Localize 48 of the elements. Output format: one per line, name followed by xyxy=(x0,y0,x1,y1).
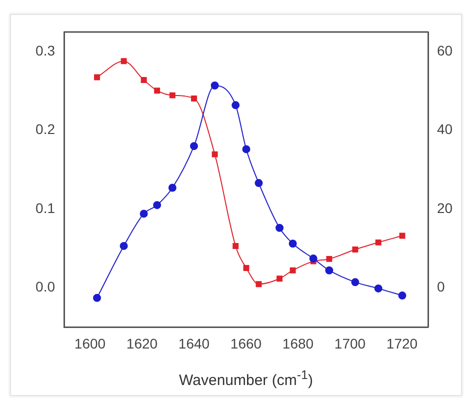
point xyxy=(309,254,318,263)
x-tick-label: 1640 xyxy=(178,335,210,352)
point xyxy=(140,210,148,218)
point xyxy=(120,58,127,64)
x-tick-label: 1680 xyxy=(282,335,314,352)
point xyxy=(210,81,219,90)
y2-tick-label: 0 xyxy=(437,278,445,295)
point xyxy=(276,224,284,232)
point xyxy=(212,151,218,158)
point xyxy=(232,101,240,110)
point xyxy=(256,281,262,288)
y-tick-label: 0.0 xyxy=(36,278,56,295)
point xyxy=(120,242,128,250)
point xyxy=(374,284,382,292)
point xyxy=(243,265,250,271)
point xyxy=(326,256,332,262)
x-tick-label: 1620 xyxy=(126,335,158,352)
x-tick-label: 1720 xyxy=(386,335,418,352)
y-tick-label: 0.2 xyxy=(36,121,56,138)
point xyxy=(351,278,360,286)
point xyxy=(94,74,100,80)
point xyxy=(190,142,198,150)
x-tick-label: 1660 xyxy=(230,335,262,352)
y-tick-label: 0.1 xyxy=(36,200,56,216)
y-tick-label: 0.3 xyxy=(36,42,56,59)
x-tick-label: 1700 xyxy=(334,335,366,352)
point xyxy=(375,239,382,246)
point xyxy=(93,294,102,302)
point xyxy=(169,92,176,98)
point xyxy=(140,77,147,83)
y2-tick-label: 20 xyxy=(437,200,453,216)
point xyxy=(290,267,296,274)
point xyxy=(352,246,358,252)
y2-tick-label: 40 xyxy=(437,121,453,138)
point xyxy=(232,243,239,249)
point xyxy=(153,201,162,210)
point xyxy=(276,276,283,282)
point xyxy=(242,145,250,154)
point xyxy=(398,292,406,300)
point xyxy=(191,96,197,102)
x-tick-label: 1600 xyxy=(74,335,106,352)
point xyxy=(288,240,297,248)
x-axis-title: Wavenumber (cm$^{-1}$) xyxy=(178,368,314,389)
point xyxy=(254,179,263,188)
point xyxy=(154,88,160,94)
point xyxy=(168,184,176,192)
point xyxy=(325,266,334,274)
y2-tick-label: 60 xyxy=(437,42,453,59)
